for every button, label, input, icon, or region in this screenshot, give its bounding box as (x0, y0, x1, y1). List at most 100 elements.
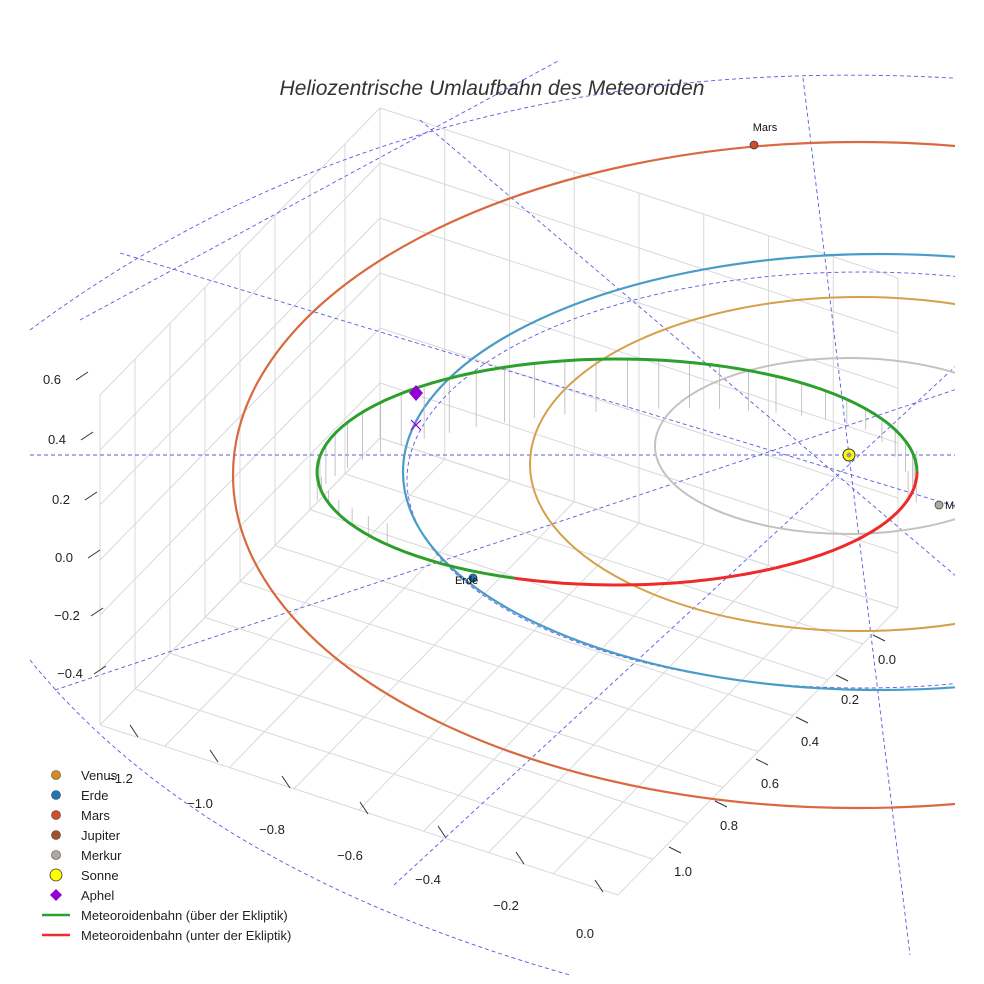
legend-label: Aphel (81, 888, 114, 903)
chart-title: Heliozentrische Umlaufbahn des Meteoroid… (280, 77, 705, 100)
legend-item: Meteoroidenbahn (unter der Ekliptik) (42, 928, 291, 943)
legend-item: Merkur (51, 848, 122, 863)
planet-mars-marker (749, 140, 759, 150)
ecliptic-dashed-line (802, 77, 911, 956)
z-tick-mark (75, 371, 89, 381)
legend-marker (51, 770, 61, 780)
ecliptic-dashed-line (119, 252, 955, 507)
z-tick-label: −0.4 (57, 666, 83, 681)
meteoroid-orbit (315, 357, 919, 587)
orbit-erde (402, 252, 955, 692)
z-tick-label: 0.6 (43, 372, 61, 387)
y-tick-label: 0.8 (720, 818, 738, 833)
meteoroid-below-ecliptic (514, 471, 919, 587)
legend-label: Venus (81, 768, 118, 783)
floor-grid-line (344, 473, 864, 645)
x-tick-mark (594, 879, 604, 893)
x-tick-label: −0.2 (493, 898, 519, 913)
orbit-mars (232, 141, 955, 809)
ecliptic-dashed-line (393, 366, 955, 886)
meteoroid-above-ecliptic (315, 357, 919, 580)
y-tick-mark (795, 716, 809, 724)
z-tick-label: 0.4 (48, 432, 66, 447)
z-tick-mark (84, 491, 98, 501)
floor-grid-line (309, 509, 829, 681)
wall-grid-line (379, 162, 899, 334)
drop-lines (316, 359, 918, 545)
planet-mars-label: Mars (753, 122, 778, 134)
z-tick-mark (90, 607, 104, 617)
legend-marker (49, 868, 63, 882)
planet-erde-marker (468, 573, 478, 583)
floor-grid-line (239, 581, 759, 752)
wall-grid-line (379, 382, 899, 554)
floor-grid-line (274, 545, 794, 717)
wall-grid-line (379, 437, 899, 609)
legend-label: Erde (81, 788, 108, 803)
legend-marker (51, 830, 61, 840)
legend-label: Sonne (81, 868, 119, 883)
x-tick-mark (281, 775, 291, 789)
legend-marker (51, 810, 61, 820)
y-tick-label: 0.2 (841, 692, 859, 707)
tick-labels: −1.2 −1.0 −0.8 −0.6 −0.4 −0.2 0.0 0.0 0.2 0.4 0.6 0… (43, 371, 896, 941)
x-tick-label: −1.0 (187, 796, 213, 811)
legend-item: Aphel (50, 888, 114, 903)
planet-orbits (232, 141, 955, 809)
z-tick-mark (87, 549, 101, 559)
floor-grid-line (293, 501, 575, 790)
y-tick-mark (714, 800, 728, 808)
aphel-projection (410, 419, 422, 431)
planet-merkur-label: Merkur (945, 500, 980, 512)
legend-marker (50, 889, 62, 901)
wall-grid-line (379, 107, 899, 279)
z-tick-label: −0.2 (54, 608, 80, 623)
x-tick-mark (437, 825, 447, 839)
y-tick-mark (872, 634, 886, 642)
x-tick-label: −0.4 (415, 872, 441, 887)
x-tick-label: 0.0 (576, 926, 594, 941)
legend-label: Jupiter (81, 828, 121, 843)
aphel-marker (409, 385, 423, 401)
orbit-merkur (654, 357, 955, 535)
floor-grid-line (229, 480, 510, 768)
legend-item: Mars (51, 808, 110, 823)
y-tick-label: 1.0 (674, 864, 692, 879)
planet-merkur-marker (934, 500, 944, 510)
x-tick-label: −0.6 (337, 848, 363, 863)
legend-label: Meteoroidenbahn (unter der Ekliptik) (81, 928, 291, 943)
axis-grid (99, 107, 899, 896)
y-tick-label: 0.6 (761, 776, 779, 791)
reference-lines (29, 59, 955, 976)
legend-label: Mars (81, 808, 110, 823)
dashed-sphere-arc (29, 659, 571, 976)
y-tick-mark (835, 674, 849, 682)
legend-item: Meteoroidenbahn (über der Ekliptik) (42, 908, 288, 923)
legend-label: Merkur (81, 848, 122, 863)
legend-item: Jupiter (51, 828, 121, 843)
x-tick-mark (359, 801, 369, 815)
x-tick-mark (129, 724, 139, 738)
legend-item: Venus (51, 768, 118, 783)
ecliptic-dashed-line (419, 119, 955, 576)
z-tick-label: 0.0 (55, 550, 73, 565)
y-tick-mark (755, 758, 769, 766)
markers: Mars Erde Merkur (409, 122, 980, 587)
legend-marker (51, 850, 61, 860)
legend-item: Sonne (49, 868, 119, 883)
z-tick-label: 0.2 (52, 492, 70, 507)
y-tick-label: 0.0 (878, 652, 896, 667)
orbit-venus (529, 296, 955, 632)
sun-core (846, 452, 852, 458)
x-tick-mark (515, 851, 525, 865)
z-tick-mark (93, 665, 107, 675)
x-tick-label: −0.8 (259, 822, 285, 837)
planet-erde-label: Erde (455, 575, 478, 587)
legend-label: Meteoroidenbahn (über der Ekliptik) (81, 908, 288, 923)
dashed-earth-ellipse (406, 271, 955, 689)
floor-grid-line (164, 458, 446, 747)
wall-grid-line (379, 327, 899, 499)
y-tick-label: 0.4 (801, 734, 819, 749)
x-tick-mark (209, 749, 219, 763)
